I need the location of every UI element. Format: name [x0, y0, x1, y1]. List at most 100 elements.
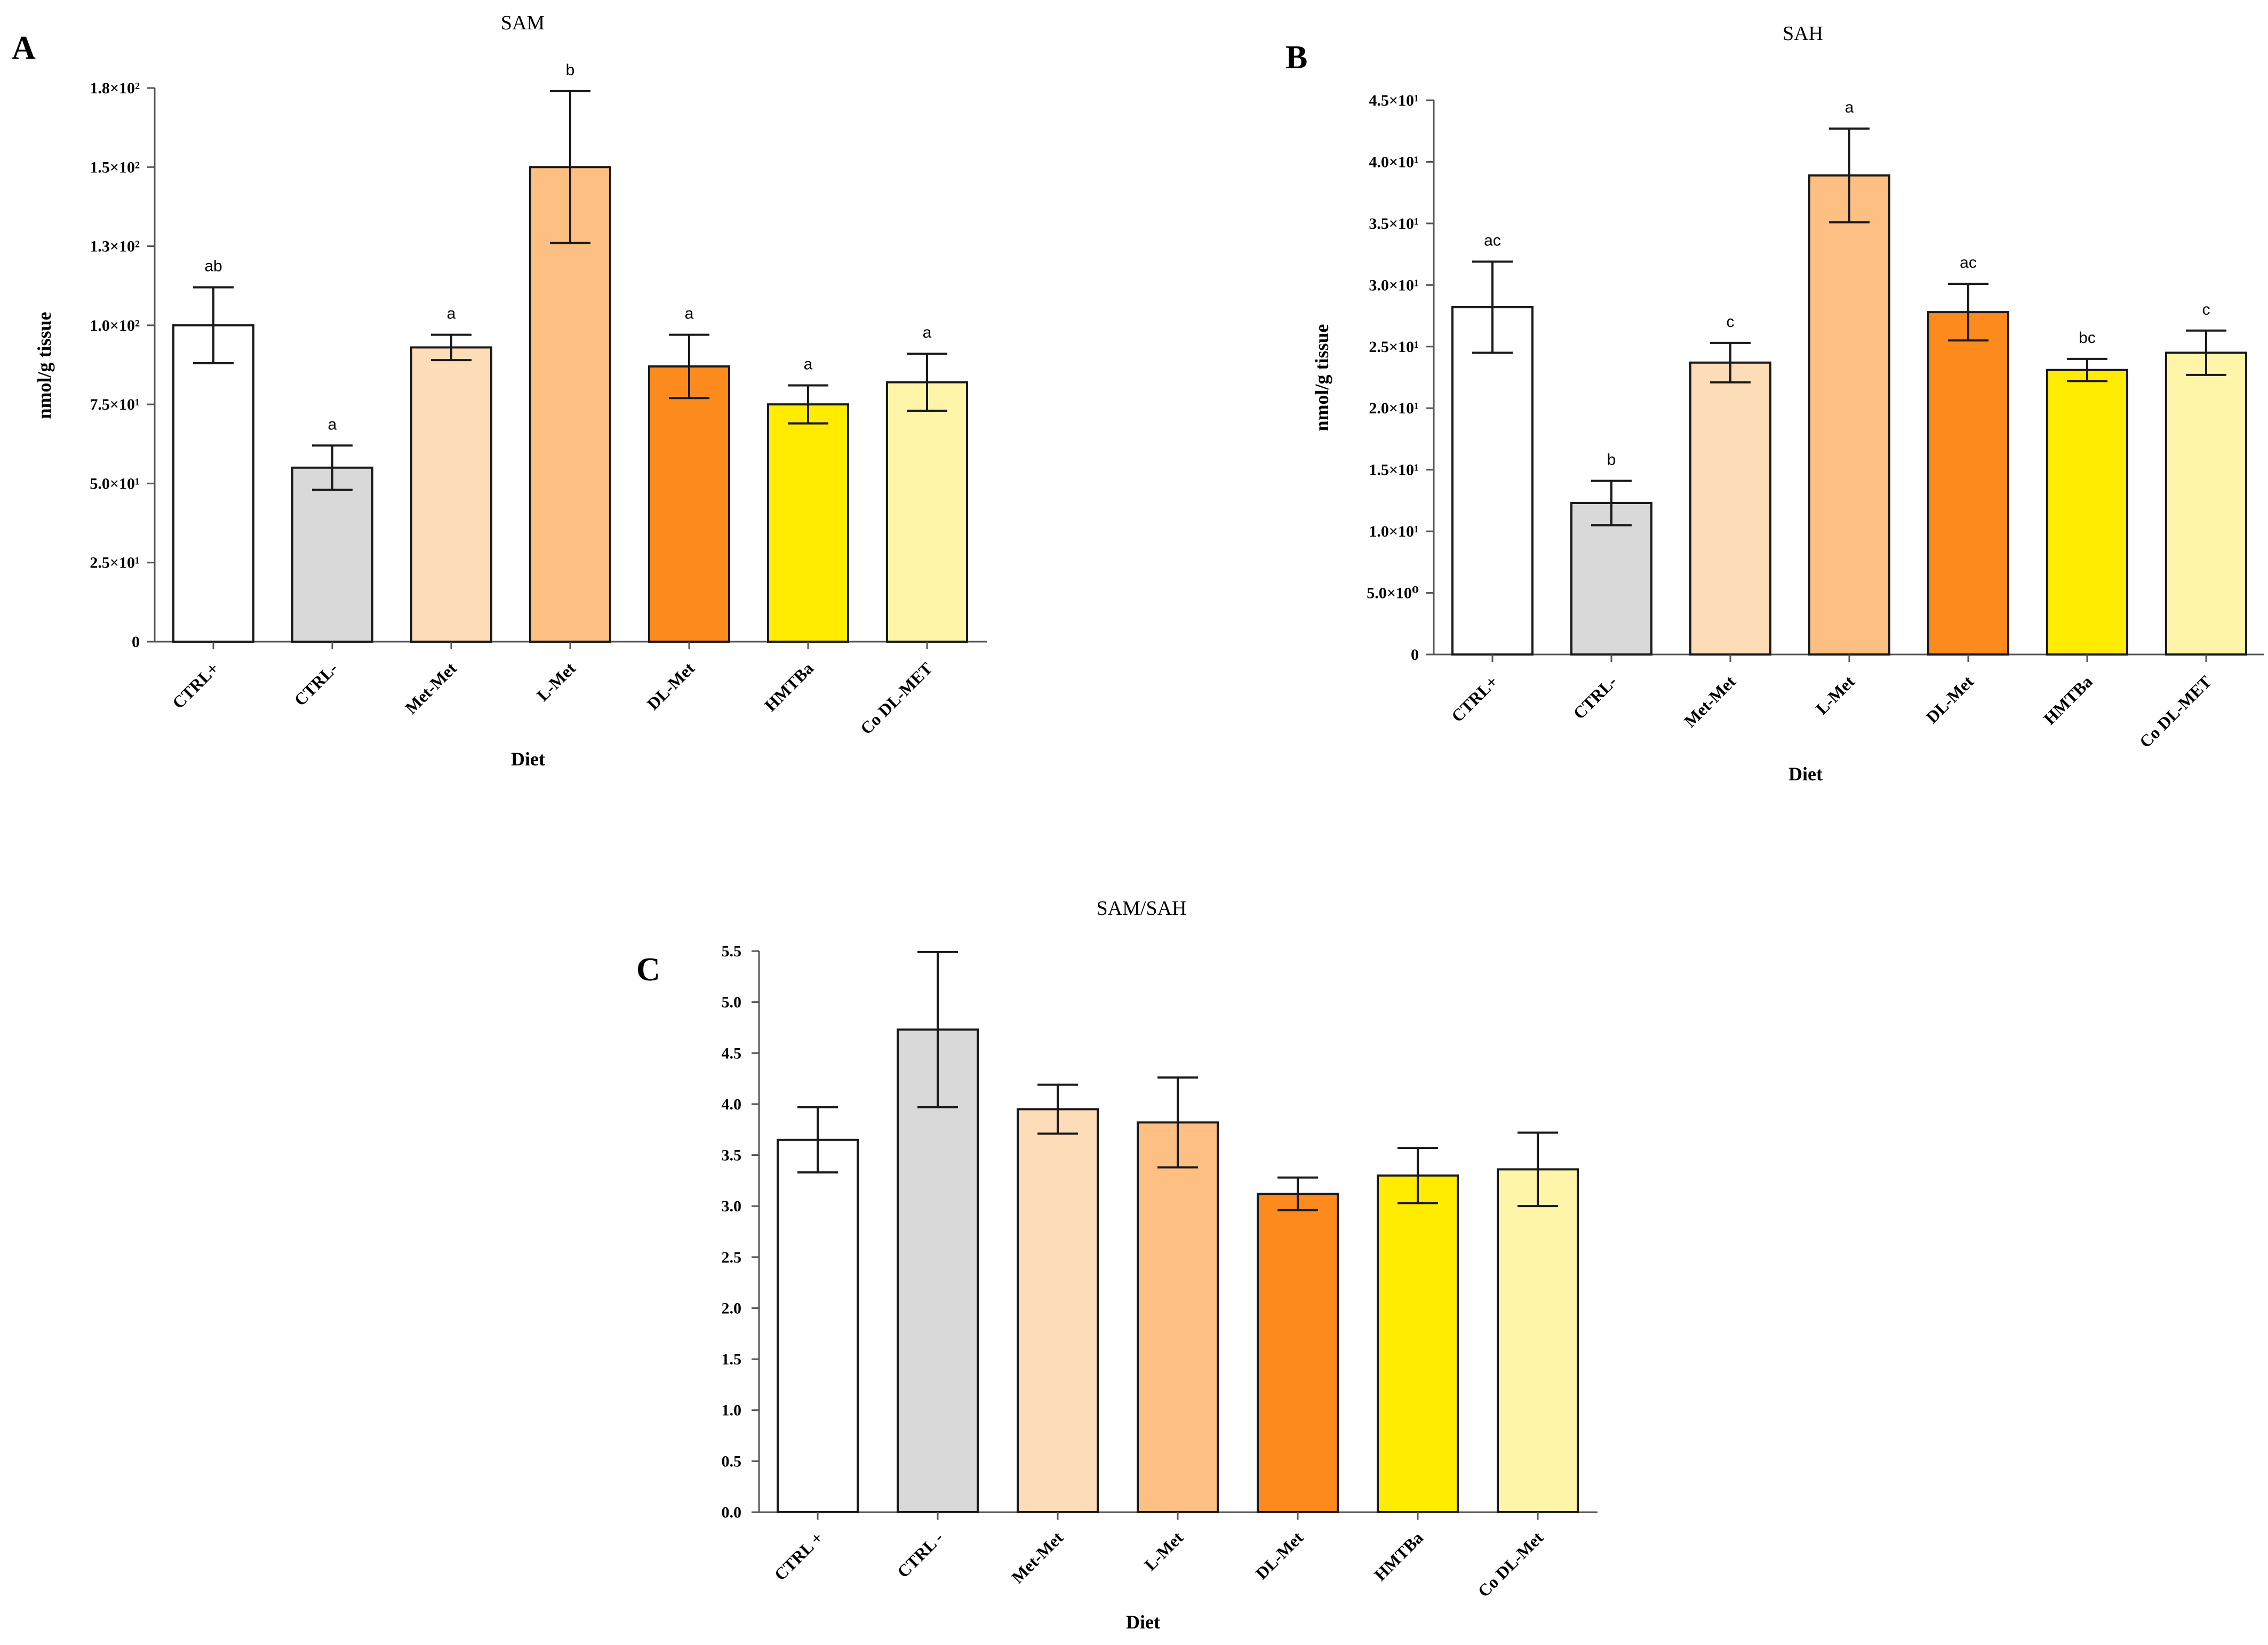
panel-c-y-tick-label: 3.0: [722, 1197, 742, 1215]
panel-b-y-tick-label: 2.0×10¹: [1369, 400, 1419, 417]
panel-a-letter: A: [12, 30, 36, 66]
panel-b-significance-label: b: [1607, 451, 1616, 468]
panel-c-x-axis-label: Diet: [1126, 1611, 1160, 1633]
panel-a-significance-label: a: [685, 305, 694, 323]
panel-c-bar: [1017, 1108, 1099, 1513]
panel-c-letter: C: [636, 952, 660, 988]
panel-b-y-axis-label: nmol/g tissue: [1311, 324, 1332, 431]
panel-c-bar: [1497, 1168, 1579, 1514]
panel-a-significance-label: a: [447, 305, 456, 323]
panel-b-x-axis-label: Diet: [1788, 763, 1823, 785]
panel-b-significance-label: c: [1727, 313, 1735, 331]
panel-b-y-tick-label: 1.5×10¹: [1369, 461, 1419, 479]
panel-a-significance-label: ab: [204, 258, 222, 275]
panel-a-y-tick-label: 5.0×10¹: [90, 475, 140, 492]
panel-c-y-tick-label: 4.5: [722, 1044, 742, 1062]
panel-b-bar: [2165, 352, 2247, 656]
panel-c-category-label: HMTBa: [1370, 1528, 1427, 1584]
panel-b-bar: [1927, 311, 2009, 656]
panel-a-category-label: Co DL-MET: [857, 658, 936, 738]
panel-a-significance-label: b: [566, 61, 575, 79]
panel-a-y-axis-label: nmol/g tissue: [34, 312, 55, 419]
panel-c-bar: [1257, 1193, 1339, 1513]
panel-a-category-label: CTRL-: [290, 658, 341, 709]
panel-a-category-label: CTRL+: [169, 658, 222, 712]
panel-b-bar: [1689, 361, 1771, 656]
panel-b-y-tick-label: 2.5×10¹: [1369, 338, 1419, 356]
panel-b-bar: [1570, 502, 1652, 656]
panel-c-y-tick-label: 2.5: [722, 1249, 742, 1266]
panel-a-bar: [172, 324, 254, 643]
panel-c-y-tick-label: 2.0: [722, 1299, 742, 1317]
panel-b-bar: [1808, 174, 1890, 656]
panel-a-x-axis-label: Diet: [511, 748, 545, 770]
panel-c-category-label: DL-Met: [1252, 1528, 1307, 1583]
panel-a-bar: [886, 381, 968, 643]
panel-a-category-label: DL-Met: [643, 658, 699, 714]
panel-b-category-label: CTRL+: [1448, 672, 1502, 725]
panel-c-title: SAM/SAH: [1097, 897, 1187, 920]
panel-b-significance-label: ac: [1484, 231, 1501, 249]
panel-c-y-tick-label: 0.0: [722, 1504, 742, 1521]
panel-c-y-tick-label: 3.5: [722, 1147, 742, 1164]
panel-c-category-label: L-Met: [1140, 1528, 1187, 1574]
panel-a-significance-label: a: [923, 324, 932, 341]
panel-c-category-label: Co DL-Met: [1474, 1528, 1547, 1601]
panel-a-y-tick-label: 1.8×10²: [90, 79, 140, 97]
panel-b-category-label: L-Met: [1812, 672, 1858, 718]
panel-c-category-label: CTRL +: [770, 1528, 827, 1584]
panel-a-significance-label: a: [328, 416, 337, 433]
panel-b-y-tick-label: 5.0×10⁰: [1367, 585, 1419, 602]
panel-a-bar: [291, 466, 373, 643]
panel-b-category-label: Met-Met: [1680, 672, 1739, 731]
panel-c-y-tick-label: 4.0: [722, 1096, 742, 1113]
panel-a-bar: [410, 346, 492, 643]
panel-a-bar: [767, 403, 849, 643]
panel-a-y-tick-label: 1.5×10²: [90, 158, 140, 176]
panel-b-y-tick-label: 0: [1411, 646, 1419, 664]
panel-c-bar: [1377, 1174, 1459, 1514]
panel-c-y-tick-label: 5.0: [722, 994, 742, 1011]
panel-c-bar: [777, 1138, 859, 1513]
panel-b-category-label: Co DL-MET: [2136, 672, 2215, 751]
panel-b-y-tick-label: 3.5×10¹: [1369, 215, 1419, 233]
panel-b-bar: [1451, 306, 1534, 656]
panel-c-y-tick-label: 1.5: [722, 1351, 742, 1368]
panel-a-y-tick-label: 1.3×10²: [90, 238, 140, 255]
panel-c-bar: [897, 1028, 979, 1513]
panel-a-y-tick-label: 1.0×10²: [90, 317, 140, 334]
panel-a-bar: [648, 365, 730, 643]
panel-b-chart: B SAH Diet nmol/g tissue 0 5.0×10⁰ 1.0×10¹…: [1285, 22, 2264, 785]
panel-b-y-tick-label: 4.5×10¹: [1369, 92, 1419, 109]
panel-c-y-tick-label: 5.5: [722, 943, 742, 960]
panel-a-category-label: HMTBa: [761, 658, 817, 715]
panel-b-y-tick-label: 1.0×10¹: [1369, 523, 1419, 540]
panel-b-category-label: CTRL-: [1569, 672, 1620, 723]
panel-b-significance-label: bc: [2079, 329, 2096, 347]
panel-c-y-tick-label: 1.0: [722, 1402, 742, 1419]
panel-a-category-label: Met-Met: [401, 658, 460, 717]
panel-c-category-label: Met-Met: [1008, 1528, 1067, 1587]
panel-b-y-tick-label: 4.0×10¹: [1369, 153, 1419, 171]
panel-b-letter: B: [1285, 39, 1307, 76]
panel-b-significance-label: ac: [1960, 254, 1977, 271]
panel-b-category-label: HMTBa: [2040, 672, 2096, 728]
panel-b-y-tick-label: 3.0×10¹: [1369, 276, 1419, 294]
panel-a-chart: A SAM Diet nmol/g tissue 0 2.5×10¹ 5.0×10¹…: [12, 12, 987, 770]
panel-a-significance-label: a: [804, 356, 813, 373]
panel-a-y-tick-label: 2.5×10¹: [90, 554, 140, 572]
panel-c-y-tick-label: 0.5: [722, 1452, 742, 1470]
panel-a-y-tick-label: 7.5×10¹: [90, 396, 140, 413]
panel-b-category-label: DL-Met: [1922, 672, 1978, 727]
panel-a-title: SAM: [501, 12, 545, 34]
panel-b-significance-label: c: [2202, 301, 2210, 318]
panel-b-bar: [2046, 369, 2128, 656]
panel-b-significance-label: a: [1845, 99, 1854, 116]
panel-b-title: SAH: [1783, 22, 1823, 45]
panel-a-category-label: L-Met: [533, 658, 579, 705]
panel-c-bar: [1137, 1121, 1219, 1513]
panel-c-category-label: CTRL -: [893, 1528, 947, 1581]
panel-c-chart: C SAM/SAH Diet 0.0 0.5 1.0 1.5 2.0 2.5 3.0 3.5 4…: [636, 897, 1598, 1633]
panel-a-y-tick-label: 0: [132, 633, 140, 651]
